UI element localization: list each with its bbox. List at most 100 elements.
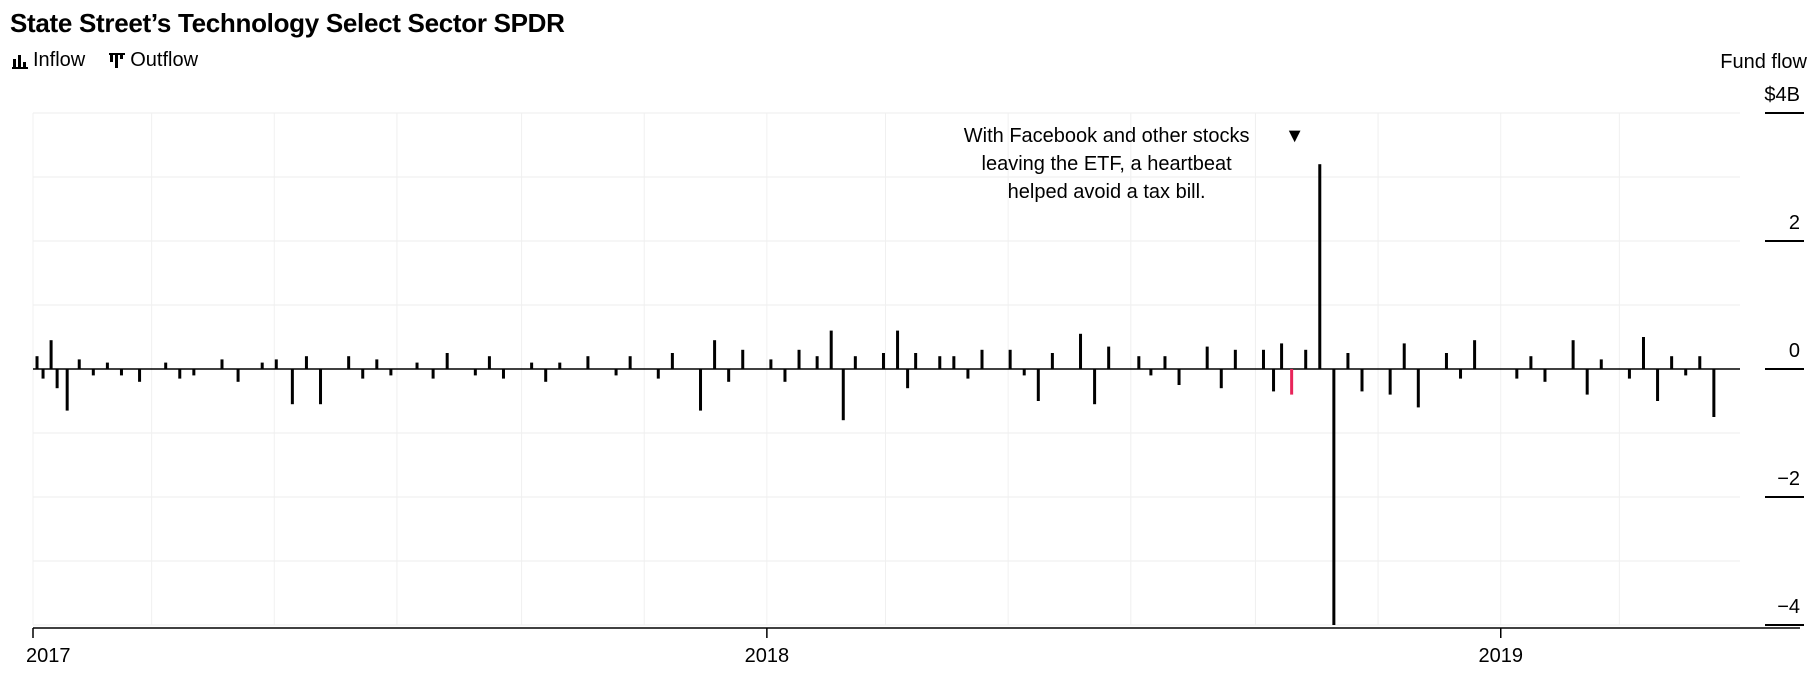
bar-inflow — [980, 349, 984, 369]
bar-inflow — [914, 353, 918, 369]
bar-outflow — [966, 369, 970, 379]
bar-inflow — [415, 362, 419, 369]
bar-inflow — [896, 330, 900, 369]
bar-inflow — [1205, 346, 1209, 369]
bar-outflow — [544, 369, 548, 382]
legend-item-outflow: Outflow — [109, 49, 198, 72]
bar-inflow — [797, 349, 801, 369]
bar-outflow — [91, 369, 95, 376]
bar-inflow — [1280, 343, 1284, 369]
bar-outflow — [119, 369, 123, 376]
bar-inflow — [530, 362, 534, 369]
bar-inflow — [1261, 349, 1265, 369]
y-tick-label: −2 — [1777, 468, 1800, 490]
bar-inflow — [77, 359, 81, 369]
bar-outflow — [192, 369, 196, 376]
bar-outflow — [1093, 369, 1097, 405]
bar-outflow — [1543, 369, 1547, 382]
bar-outflow — [614, 369, 618, 376]
y-tick-label: $4B — [1764, 84, 1800, 106]
bar-inflow — [1571, 340, 1575, 369]
bar-outflow — [178, 369, 182, 379]
bar-outflow — [41, 369, 45, 379]
bar-inflow — [1079, 333, 1083, 369]
bar-outflow — [1022, 369, 1026, 376]
bar-inflow — [1473, 340, 1477, 369]
bar-inflow — [741, 349, 745, 369]
bar-inflow — [1107, 346, 1111, 369]
bar-inflow — [829, 330, 833, 369]
inflow-bars-icon — [12, 54, 28, 69]
bar-outflow — [236, 369, 240, 382]
chart-legend: Inflow Outflow — [12, 49, 198, 72]
bar-outflow — [1149, 369, 1153, 376]
bar-inflow — [769, 359, 773, 369]
annotation-group: With Facebook and other stocks leaving th… — [964, 125, 1305, 203]
bar-inflow — [304, 356, 308, 369]
bar-inflow — [164, 362, 168, 369]
legend-item-inflow: Inflow — [12, 49, 85, 72]
bar-inflow — [1346, 353, 1350, 369]
bar-inflow — [1599, 359, 1603, 369]
bar-outflow — [1684, 369, 1688, 376]
y-tick-label: 2 — [1789, 212, 1800, 234]
bar-outflow — [1585, 369, 1589, 395]
bar-inflow — [220, 359, 224, 369]
bar-inflow — [1163, 356, 1167, 369]
bar-outflow — [1627, 369, 1631, 379]
bar-outflow — [906, 369, 910, 389]
bar-inflow — [881, 353, 885, 369]
bar-inflow — [1444, 353, 1448, 369]
annotation-marker: ▼ — [1285, 125, 1305, 147]
bar-inflow — [35, 356, 39, 369]
bar-outflow — [841, 369, 845, 421]
bar-outflow — [699, 369, 703, 411]
bar-outflow — [1219, 369, 1223, 389]
annotation-text: With Facebook and other stocks — [964, 125, 1250, 147]
y-tick-label: 0 — [1789, 340, 1800, 362]
bar-outflow — [290, 369, 294, 405]
bar-outflow — [1272, 369, 1276, 392]
x-tick-label: 2018 — [745, 645, 790, 667]
bar-inflow — [1304, 349, 1308, 369]
y-axis: Fund flow $4B 2 0 −2 −4 — [1720, 51, 1808, 626]
legend-label-outflow: Outflow — [130, 49, 199, 71]
bar-outflow — [1332, 369, 1336, 625]
bar-inflow — [1050, 353, 1054, 369]
bar-inflow — [670, 353, 674, 369]
bar-inflow — [105, 362, 109, 369]
bar-outflow — [55, 369, 59, 389]
bar-outflow — [389, 369, 393, 376]
annotation-text: helped avoid a tax bill. — [1008, 181, 1206, 203]
bar-inflow — [274, 359, 278, 369]
bar-outflow — [319, 369, 323, 405]
x-axis: 2017 2018 2019 — [26, 627, 1800, 667]
bar-outflow — [1388, 369, 1392, 395]
bar-inflow — [1698, 356, 1702, 369]
bar-outflow — [65, 369, 69, 411]
bar-inflow — [375, 359, 379, 369]
bar-outflow — [1712, 369, 1716, 417]
bar-inflow — [713, 340, 717, 369]
bar-outflow — [783, 369, 787, 382]
bar-outflow — [138, 369, 142, 382]
bars-group — [35, 164, 1716, 625]
bar-inflow — [1137, 356, 1141, 369]
bar-outflow — [501, 369, 505, 379]
bar-outflow — [1360, 369, 1364, 392]
bar-outflow — [1515, 369, 1519, 379]
bar-inflow — [1008, 349, 1012, 369]
bar-inflow — [347, 356, 351, 369]
bar-inflow — [952, 356, 956, 369]
bar-inflow — [1529, 356, 1533, 369]
bar-inflow — [445, 353, 449, 369]
annotation-text: leaving the ETF, a heartbeat — [982, 153, 1233, 175]
bar-inflow — [586, 356, 590, 369]
legend-label-inflow: Inflow — [33, 49, 86, 71]
bar-outflow — [1416, 369, 1420, 408]
chart-title: State Street’s Technology Select Sector … — [10, 8, 565, 38]
bar-inflow — [558, 362, 562, 369]
x-tick-label: 2019 — [1478, 645, 1523, 667]
bar-outflow — [1459, 369, 1463, 379]
